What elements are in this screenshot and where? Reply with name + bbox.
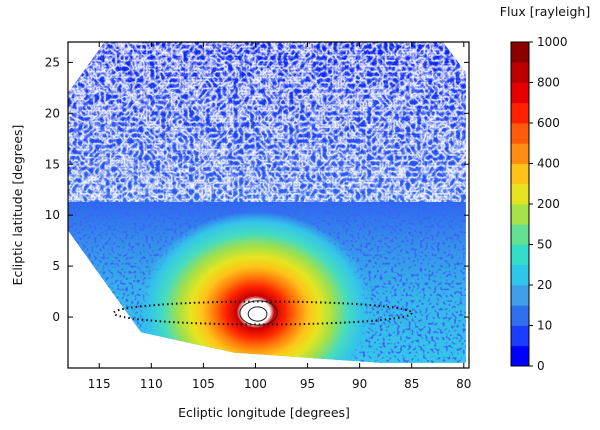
colorbar-segment xyxy=(511,305,529,326)
colorbar-segment xyxy=(511,345,529,367)
colorbar-segment xyxy=(511,42,529,63)
colorbar-segment xyxy=(511,102,529,124)
colorbar-segment xyxy=(511,123,529,144)
colorbar-segment xyxy=(511,143,529,164)
colorbar-segment xyxy=(511,325,529,347)
y-axis-ticks: 0 5 10 15 20 25 xyxy=(45,55,469,324)
colorbar-segment xyxy=(511,82,529,104)
x-axis-ticks: 115 110 105 100 95 90 85 80 xyxy=(88,42,471,391)
colorbar: 1000 800 600 400 200 50 20 10 0 xyxy=(510,35,568,373)
y-tick-label: 15 xyxy=(45,157,60,171)
colorbar-segment xyxy=(511,204,529,225)
colorbar-tick-label: 10 xyxy=(537,319,552,333)
data-gaps xyxy=(68,42,466,202)
colorbar-tick-label: 20 xyxy=(537,278,552,292)
x-axis-label: Ecliptic longitude [degrees] xyxy=(178,405,350,420)
y-tick-label: 20 xyxy=(45,106,60,120)
colorbar-tick-label: 400 xyxy=(537,157,560,171)
colorbar-tick-label: 600 xyxy=(537,116,560,130)
plot-frame xyxy=(67,41,470,369)
x-tick-label: 90 xyxy=(352,377,367,391)
x-tick-label: 115 xyxy=(88,377,111,391)
colorbar-tick-label: 800 xyxy=(537,76,560,90)
contour-line xyxy=(247,306,268,322)
y-tick-label: 25 xyxy=(45,55,60,69)
colorbar-title: Flux [rayleigh] xyxy=(500,4,590,19)
x-tick-label: 105 xyxy=(192,377,215,391)
colorbar-tick-label: 0 xyxy=(537,359,545,373)
colorbar-segment xyxy=(511,285,529,306)
colorbar-segment xyxy=(511,183,529,205)
colorbar-segment xyxy=(511,62,529,83)
colorbar-segment xyxy=(511,244,529,266)
colorbar-segment xyxy=(511,264,529,286)
colorbar-tick-label: 200 xyxy=(537,197,560,211)
y-tick-label: 0 xyxy=(52,310,60,324)
y-tick-label: 5 xyxy=(52,259,60,273)
colorbar-tick-label: 1000 xyxy=(537,35,568,49)
heatmap-area xyxy=(68,42,466,363)
x-tick-label: 95 xyxy=(300,377,315,391)
colorbar-tick-label: 50 xyxy=(537,238,552,252)
y-tick-label: 10 xyxy=(45,208,60,222)
colorbar-segment xyxy=(511,163,529,185)
colorbar-segment xyxy=(511,224,529,245)
x-tick-label: 100 xyxy=(244,377,267,391)
x-tick-label: 85 xyxy=(404,377,419,391)
dotted-ellipse xyxy=(112,300,413,326)
x-tick-label: 110 xyxy=(140,377,163,391)
y-axis-label: Ecliptic latitude [degrees] xyxy=(10,125,25,286)
x-tick-label: 80 xyxy=(456,377,471,391)
